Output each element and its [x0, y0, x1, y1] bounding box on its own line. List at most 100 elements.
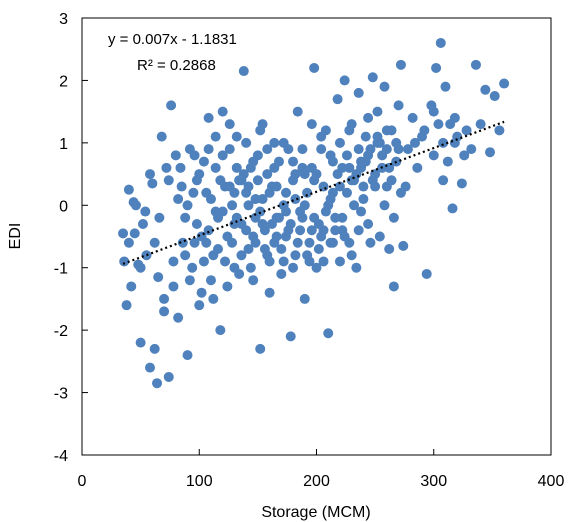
data-point: [231, 162, 242, 173]
data-point: [243, 243, 254, 254]
y-tick-label: 1: [59, 136, 68, 153]
data-point: [217, 150, 228, 161]
data-point: [213, 243, 224, 254]
data-point: [255, 125, 266, 136]
data-point: [145, 362, 155, 373]
y-tick-label: 3: [59, 11, 68, 28]
data-point: [475, 119, 486, 130]
data-point: [353, 144, 364, 155]
data-point: [241, 137, 252, 148]
y-tick-label: -2: [54, 323, 68, 340]
data-point: [358, 194, 369, 205]
y-axis-title: EDI: [7, 223, 24, 250]
data-point: [264, 287, 275, 298]
data-point: [264, 187, 275, 198]
data-point: [278, 256, 289, 267]
data-point: [449, 112, 460, 123]
data-point: [248, 156, 259, 167]
data-point: [271, 181, 282, 192]
data-point: [297, 212, 308, 223]
data-point: [163, 175, 174, 186]
data-point: [130, 200, 141, 211]
data-point: [341, 150, 352, 161]
x-tick-label: 300: [420, 473, 447, 490]
data-point: [210, 206, 221, 217]
data-point: [327, 187, 338, 198]
trendline-r-squared: R² = 0.2868: [137, 57, 216, 74]
data-point: [224, 119, 235, 130]
data-point: [210, 162, 221, 173]
data-point: [339, 75, 350, 86]
data-point: [215, 175, 226, 186]
data-point: [236, 175, 247, 186]
data-point: [344, 162, 355, 173]
data-point: [358, 181, 369, 192]
data-point: [363, 219, 374, 230]
data-point: [372, 131, 383, 142]
data-point: [302, 187, 313, 198]
data-point: [363, 112, 374, 123]
data-point: [255, 343, 266, 354]
data-point: [161, 162, 172, 173]
data-point: [409, 137, 420, 148]
data-point: [140, 206, 151, 217]
data-point: [198, 256, 209, 267]
y-tick-label: -1: [54, 261, 68, 278]
data-point: [393, 100, 404, 111]
data-point: [234, 268, 245, 279]
data-point: [170, 150, 181, 161]
data-point: [175, 162, 186, 173]
data-point: [320, 206, 331, 217]
data-point: [428, 106, 439, 117]
data-point: [176, 181, 187, 192]
data-point: [381, 144, 392, 155]
data-point: [222, 281, 233, 292]
data-point: [292, 106, 303, 117]
data-point: [374, 231, 385, 242]
data-point: [227, 237, 238, 248]
data-points: [118, 37, 510, 389]
data-point: [379, 200, 390, 211]
data-point: [250, 237, 261, 248]
data-point: [297, 144, 308, 155]
data-point: [489, 91, 500, 102]
data-point: [250, 194, 261, 205]
data-point: [182, 350, 193, 361]
data-point: [407, 112, 418, 123]
data-point: [334, 181, 345, 192]
data-point: [191, 219, 202, 230]
data-point: [121, 300, 132, 311]
data-point: [290, 250, 301, 261]
data-point: [203, 144, 214, 155]
data-point: [188, 187, 199, 198]
data-point: [259, 243, 270, 254]
axis-tick-labels: 0 100 200 300 400 3 2 1 0 -1 -2 -3 -4: [54, 11, 565, 490]
data-point: [318, 225, 329, 236]
data-point: [156, 131, 167, 142]
data-point: [433, 119, 444, 130]
data-point: [306, 119, 317, 130]
data-point: [201, 187, 212, 198]
data-point: [499, 78, 510, 89]
data-point: [189, 150, 200, 161]
data-point: [252, 175, 263, 186]
data-point: [337, 162, 348, 173]
data-point: [344, 125, 355, 136]
data-point: [367, 72, 378, 83]
y-tick-label: -4: [54, 448, 68, 465]
data-point: [353, 87, 364, 98]
data-point: [119, 256, 130, 267]
data-point: [428, 150, 439, 161]
data-point: [229, 187, 240, 198]
data-point: [384, 243, 395, 254]
data-point: [266, 219, 277, 230]
data-point: [168, 256, 179, 267]
data-point: [180, 250, 191, 261]
data-point: [346, 250, 357, 261]
axis-ticks: [81, 17, 552, 456]
data-point: [332, 94, 343, 105]
data-point: [187, 262, 198, 273]
data-point: [334, 256, 345, 267]
x-tick-label: 400: [538, 473, 565, 490]
